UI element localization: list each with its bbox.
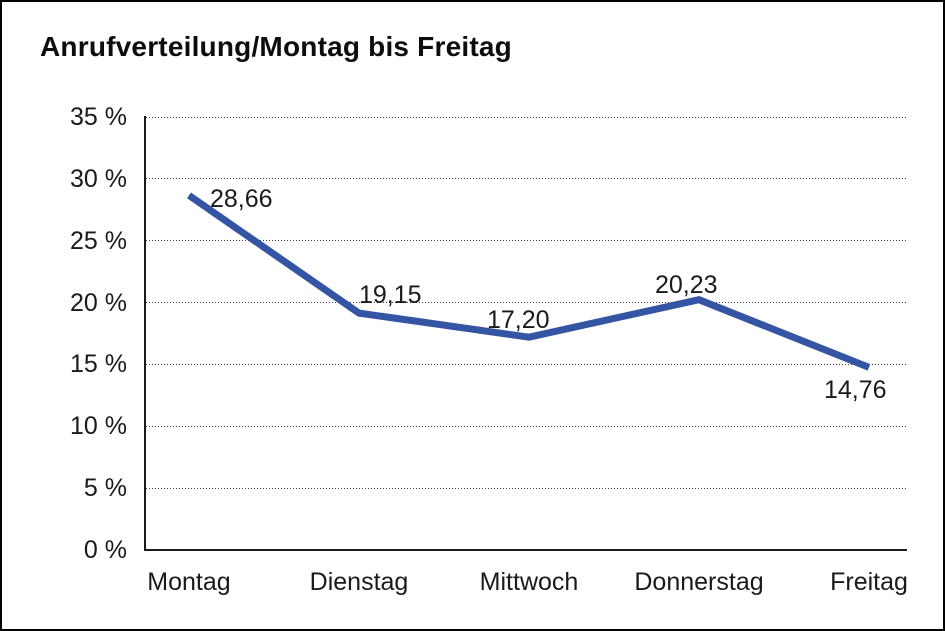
x-axis-line bbox=[144, 549, 907, 551]
data-point-label: 20,23 bbox=[655, 270, 718, 299]
y-axis-tick-label: 25 % bbox=[70, 226, 127, 255]
y-axis-tick-label: 5 % bbox=[83, 474, 127, 503]
y-axis-line bbox=[144, 116, 146, 551]
x-axis-label-mittwoch: Mittwoch bbox=[479, 568, 579, 596]
data-point-label: 19,15 bbox=[359, 281, 422, 310]
chart-title: Anrufverteilung/Montag bis Freitag bbox=[40, 31, 512, 62]
gridline-35 bbox=[146, 116, 907, 118]
gridline-10 bbox=[146, 425, 907, 427]
gridline-5 bbox=[146, 487, 907, 489]
x-axis-label-freitag: Freitag bbox=[830, 568, 908, 596]
data-point-label: 28,66 bbox=[210, 185, 273, 214]
gridline-20 bbox=[146, 302, 907, 304]
x-axis-label-donnerstag: Donnerstag bbox=[634, 568, 764, 596]
x-axis-label-dienstag: Dienstag bbox=[309, 568, 409, 596]
y-axis-tick-label: 30 % bbox=[70, 164, 127, 193]
gridline-15 bbox=[146, 363, 907, 365]
y-axis-tick-label: 15 % bbox=[70, 350, 127, 379]
gridline-25 bbox=[146, 240, 907, 242]
y-axis-tick-label: 35 % bbox=[70, 103, 127, 131]
x-axis-label-montag: Montag bbox=[147, 568, 231, 596]
y-axis-tick-label: 0 % bbox=[83, 536, 127, 564]
data-point-label: 14,76 bbox=[824, 376, 887, 405]
y-axis-tick-label: 10 % bbox=[70, 412, 127, 441]
gridline-30 bbox=[146, 178, 907, 180]
y-axis-tick-label: 20 % bbox=[70, 288, 127, 317]
data-line bbox=[187, 192, 871, 371]
data-point-label: 17,20 bbox=[487, 306, 550, 335]
